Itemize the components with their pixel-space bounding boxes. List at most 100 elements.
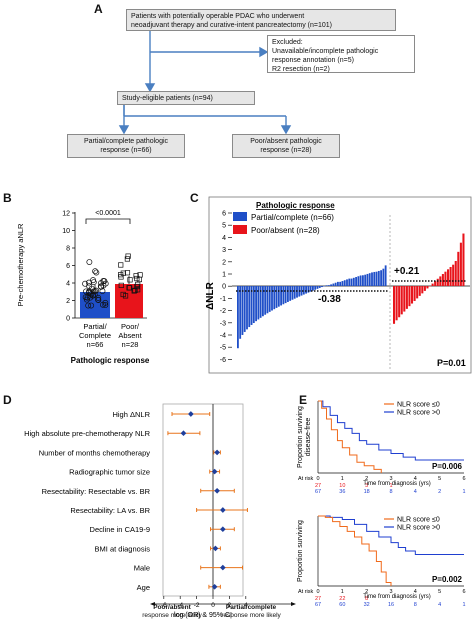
panel-c-bar-red xyxy=(436,278,439,286)
panel-b-dot-poor xyxy=(124,256,130,262)
km-tick-label: 2 xyxy=(365,589,368,595)
km-risk-blue: 32 xyxy=(364,602,370,608)
panel-c-tick-label: 0 xyxy=(222,284,226,291)
excluded-line2: response annotation (n=5) xyxy=(272,57,354,64)
panel-b-dot-partial xyxy=(90,277,97,284)
arrow-right-head xyxy=(280,125,292,135)
panel-a-letter: A xyxy=(94,2,103,16)
panel-d-estimate xyxy=(220,564,226,571)
panel-d-estimate xyxy=(214,487,220,494)
panel-d-row-label: Decline in CA19-9 xyxy=(90,525,150,534)
panel-c-bar-red xyxy=(393,286,396,324)
km-pvalue: P=0.002 xyxy=(432,575,463,584)
panel-c-bar-red xyxy=(423,286,426,291)
panel-b-dot-poor xyxy=(137,272,143,278)
panel-d-tick-label: 4 xyxy=(244,602,248,609)
panel-c-bar-blue xyxy=(300,286,303,296)
panel-c-bar-red xyxy=(408,286,411,307)
km-tick-label: 6 xyxy=(462,589,465,595)
panel-b-g2-line1: Poor/ xyxy=(121,322,140,331)
panel-b-dot-poor xyxy=(135,287,141,293)
panel-c-tick-label: 5 xyxy=(222,223,226,230)
km-legend-red: NLR score ≤0 xyxy=(397,402,440,409)
km-ylabel: Proportion surviving xyxy=(297,520,304,582)
panel-c-bar-blue xyxy=(312,286,314,291)
km-legend-blue: NLR score >0 xyxy=(397,410,440,417)
panel-b-tick-label: 6 xyxy=(66,263,70,270)
panel-b-tick-label: 2 xyxy=(66,298,70,305)
panel-c-bar-blue xyxy=(239,286,242,339)
panel-c-tick-label: 3 xyxy=(222,247,226,254)
panel-b-tick-label: 10 xyxy=(62,228,70,235)
panel-b-dot-poor xyxy=(133,273,139,279)
km-tick-label: 5 xyxy=(438,589,441,595)
km-tick-label: 3 xyxy=(389,476,392,482)
panel-c-bar-blue xyxy=(318,286,321,288)
km-risk-blue: 1 xyxy=(462,602,465,608)
panel-b-tick-label: 12 xyxy=(62,211,70,218)
panel-d-tick-label: -2 xyxy=(194,602,200,609)
km-tick-label: 0 xyxy=(316,476,319,482)
panel-c-bar-blue xyxy=(264,286,267,315)
panel-b-dot-partial xyxy=(95,296,102,303)
panel-b-dot-partial xyxy=(95,294,102,301)
panel-c-bar-red xyxy=(447,269,450,286)
panel-b-pvalue: <0.0001 xyxy=(95,210,121,217)
panel-b-dot-partial xyxy=(88,302,95,309)
panel-c-bar-blue xyxy=(287,286,289,302)
panel-c-bar-blue xyxy=(357,276,360,286)
panel-c-bar-red xyxy=(413,286,416,301)
panel-d-left-caption-1: Poor/absent xyxy=(153,604,191,611)
km-legend-blue: NLR score >0 xyxy=(397,525,440,532)
panel-c-bar-blue xyxy=(271,286,273,311)
km-tick-label: 2 xyxy=(365,476,368,482)
arrow-main-head xyxy=(144,83,156,93)
panel-b-bracket xyxy=(85,218,131,224)
panel-b-dot-poor xyxy=(127,277,133,283)
panel-c-bar-blue xyxy=(293,286,296,299)
km-risk-blue: 18 xyxy=(364,489,370,495)
panel-c-bar-blue xyxy=(257,286,260,320)
panel-c-bar-blue xyxy=(243,286,246,332)
excluded-title: Excluded: xyxy=(272,39,303,46)
box-poor-line1: Poor/absent pathologic xyxy=(250,138,322,145)
panel-b-letter: B xyxy=(3,191,12,205)
box-enrolled: Patients with potentially operable PDAC … xyxy=(126,9,396,31)
panel-c-bar-red xyxy=(418,286,421,296)
panel-c-bar-blue xyxy=(327,285,330,286)
panel-c-legend-red: Poor/absent (n=28) xyxy=(251,226,320,235)
panel-d-direction-arrow xyxy=(150,602,296,606)
panel-c-bar-red xyxy=(462,233,465,286)
km-risk-red: 10 xyxy=(339,483,345,489)
panel-b-dot-partial xyxy=(86,259,93,265)
km-tick-label: 3 xyxy=(389,589,392,595)
panel-d-tick-label: -6 xyxy=(161,602,167,609)
panel-c-bar-blue xyxy=(364,274,367,286)
panel-c-mean-blue-label: -0.38 xyxy=(318,294,341,305)
panel-d-row-label: BMI at diagnosis xyxy=(95,544,151,553)
panel-b-dot-poor xyxy=(127,285,133,291)
panel-c-bar-blue xyxy=(316,286,319,289)
panel-b-dot-poor xyxy=(120,291,126,298)
panel-d-row-label: High absolute pre-chemotherapy NLR xyxy=(24,429,150,438)
panel-a-arrows xyxy=(118,30,292,135)
panel-d-estimate xyxy=(180,430,187,437)
panel-c-bar-blue xyxy=(291,286,294,300)
panel-d-row-label: Age xyxy=(137,583,150,592)
panel-c-bar-red xyxy=(454,260,457,286)
panel-d-tick-label: 2 xyxy=(228,602,232,609)
excluded-line1: Unavailable/incomplete pathologic xyxy=(272,48,379,55)
km-risk-blue: 60 xyxy=(339,602,345,608)
box-excluded: Excluded: Unavailable/incomplete patholo… xyxy=(267,35,415,73)
km-xlabel: Time from diagnosis (yrs) xyxy=(363,594,430,600)
panel-c-bar-blue xyxy=(282,286,285,305)
panel-c-bar-blue xyxy=(352,277,355,286)
panel-b-ylabel: Pre-chemotherapy aNLR xyxy=(16,223,25,307)
panel-c-bar-blue xyxy=(375,271,378,286)
panel-c-bar-blue xyxy=(366,273,369,286)
km-risk-blue: 4 xyxy=(438,602,441,608)
panel-d-row-label: Resectability: LA vs. BR xyxy=(70,506,150,515)
panel-c-bar-blue xyxy=(262,286,264,317)
panel-b-bar-poor xyxy=(115,284,143,318)
km-ylabel: disease-free xyxy=(305,418,312,457)
